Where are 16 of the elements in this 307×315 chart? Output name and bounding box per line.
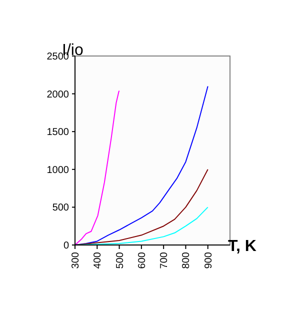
x-tick-label: 400 xyxy=(92,252,104,269)
line-series xyxy=(74,90,120,246)
y-tick-label: 1000 xyxy=(46,164,70,176)
x-tick-label: 800 xyxy=(181,252,192,269)
x-tick-label: 900 xyxy=(203,252,214,269)
y-tick-label: 2000 xyxy=(46,89,70,100)
x-axis-title: T, K xyxy=(228,238,257,255)
x-tick-label: 500 xyxy=(114,252,126,269)
y-tick-label: 0 xyxy=(63,240,70,252)
line-series xyxy=(74,86,208,246)
line-series xyxy=(74,168,208,246)
x-tick-label: 700 xyxy=(159,252,170,269)
x-tick-label: 300 xyxy=(70,252,82,269)
x-tick-label: 600 xyxy=(136,252,148,269)
y-tick-label: 500 xyxy=(52,202,70,214)
y-tick-label: 1500 xyxy=(46,127,70,138)
